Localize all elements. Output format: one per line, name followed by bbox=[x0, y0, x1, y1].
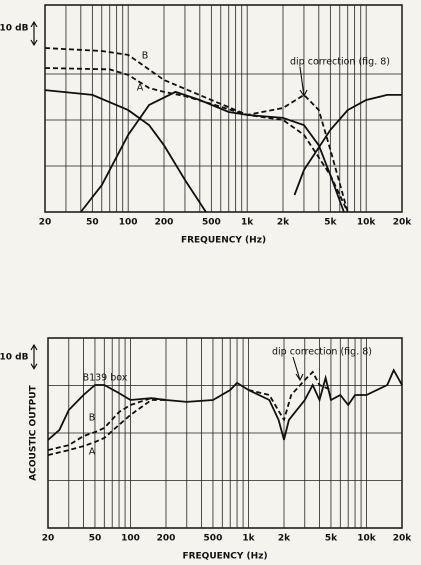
series-line bbox=[47, 399, 166, 456]
x-tick-label: 500 bbox=[204, 534, 223, 544]
series-line bbox=[47, 397, 167, 451]
x-tick-label: 500 bbox=[202, 218, 221, 228]
x-tick-label: 5k bbox=[325, 534, 338, 544]
x-tick-label: 20k bbox=[393, 534, 413, 544]
x-axis-label: FREQUENCY (Hz) bbox=[181, 236, 266, 246]
x-tick-label: 20k bbox=[393, 218, 413, 228]
annotation: A bbox=[89, 447, 96, 458]
scale-label: 10 dB bbox=[0, 353, 29, 363]
annotation: B139 box bbox=[83, 373, 128, 384]
annotation: B bbox=[89, 413, 96, 424]
series-line bbox=[248, 370, 332, 423]
series-line bbox=[44, 89, 207, 213]
annotation: A bbox=[137, 83, 144, 94]
annotation: dip correction (fig. 8) bbox=[272, 347, 372, 358]
annotation-arrow bbox=[292, 356, 304, 382]
series-line bbox=[293, 94, 402, 196]
x-tick-label: 10k bbox=[357, 534, 377, 544]
series-line bbox=[47, 368, 403, 441]
annotation: dip correction (fig. 8) bbox=[290, 57, 390, 68]
x-tick-label: 20 bbox=[42, 534, 55, 544]
x-tick-label: 20 bbox=[39, 218, 52, 228]
x-tick-label: 5k bbox=[324, 218, 337, 228]
x-tick-label: 1k bbox=[242, 534, 255, 544]
x-tick-label: 1k bbox=[241, 218, 254, 228]
series-line bbox=[44, 67, 349, 213]
x-tick-label: 100 bbox=[119, 218, 138, 228]
x-tick-label: 2k bbox=[278, 534, 291, 544]
series-line bbox=[80, 90, 345, 213]
annotation: B bbox=[142, 51, 149, 62]
scale-arrow bbox=[30, 343, 38, 370]
scale-arrow bbox=[30, 20, 38, 47]
series-line bbox=[44, 47, 349, 213]
x-axis-label: FREQUENCY (Hz) bbox=[182, 552, 267, 562]
x-tick-label: 200 bbox=[157, 534, 176, 544]
x-tick-label: 200 bbox=[155, 218, 174, 228]
y-axis-label: ACOUSTIC OUTPUT bbox=[29, 384, 39, 480]
x-tick-label: 50 bbox=[89, 534, 102, 544]
annotation-arrow bbox=[299, 66, 308, 98]
x-tick-label: 10k bbox=[357, 218, 377, 228]
scale-label: 10 dB bbox=[0, 24, 29, 34]
x-tick-label: 50 bbox=[86, 218, 99, 228]
x-tick-label: 2k bbox=[277, 218, 290, 228]
x-tick-label: 100 bbox=[121, 534, 140, 544]
